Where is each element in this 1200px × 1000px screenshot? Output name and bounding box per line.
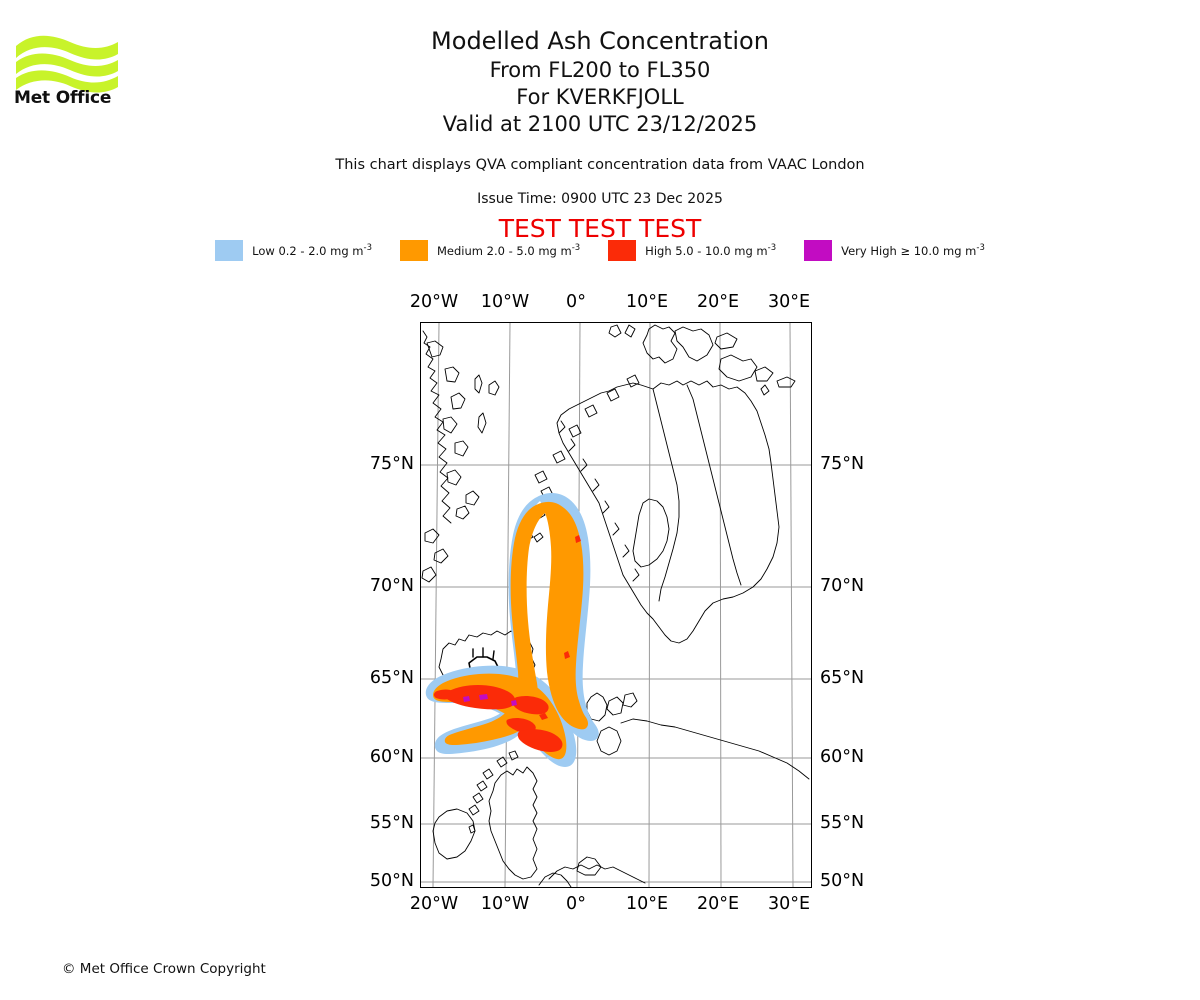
lat-tick-left-4: 55°N — [369, 813, 414, 833]
ash-plume-very-high — [463, 694, 517, 706]
lon-tick-bottom-1: 10°W — [480, 894, 530, 914]
legend-text-high: High 5.0 - 10.0 mg m — [645, 243, 768, 258]
legend-swatch-high — [608, 240, 637, 261]
ash-concentration-map — [420, 322, 812, 888]
ash-plume-high — [433, 535, 581, 752]
qva-note: This chart displays QVA compliant concen… — [335, 157, 865, 173]
lat-tick-right-1: 70°N — [820, 576, 865, 596]
lon-tick-top-5: 30°E — [767, 292, 811, 312]
test-banner: TEST TEST TEST — [498, 214, 702, 243]
lon-tick-top-2: 0° — [566, 292, 586, 312]
lat-tick-left-2: 65°N — [369, 668, 414, 688]
lon-tick-bottom-2: 0° — [566, 894, 586, 914]
legend-swatch-very-high — [804, 240, 833, 261]
lat-tick-left-0: 75°N — [369, 454, 414, 474]
legend-text-very-high: Very High ≥ 10.0 mg m — [841, 243, 977, 258]
legend-item-low: Low 0.2 - 2.0 mg m-3 — [215, 240, 372, 261]
lon-tick-bottom-4: 20°E — [696, 894, 740, 914]
met-office-logo — [14, 28, 124, 113]
legend-label-medium: Medium 2.0 - 5.0 mg m-3 — [437, 243, 580, 258]
lon-tick-bottom-0: 20°W — [409, 894, 459, 914]
lon-tick-top-3: 10°E — [625, 292, 669, 312]
met-office-waves-icon — [16, 35, 118, 93]
lat-tick-right-2: 65°N — [820, 668, 865, 688]
legend-label-high: High 5.0 - 10.0 mg m-3 — [645, 243, 776, 258]
concentration-legend: Low 0.2 - 2.0 mg m-3 Medium 2.0 - 5.0 mg… — [0, 240, 1200, 261]
lat-tick-left-3: 60°N — [369, 747, 414, 767]
lon-tick-top-4: 20°E — [696, 292, 740, 312]
legend-label-very-high: Very High ≥ 10.0 mg m-3 — [841, 243, 985, 258]
flight-levels: From FL200 to FL350 — [489, 58, 711, 82]
lat-tick-right-3: 60°N — [820, 747, 865, 767]
legend-sup-low: -3 — [363, 243, 372, 254]
legend-text-medium: Medium 2.0 - 5.0 mg m — [436, 243, 572, 258]
legend-text-low: Low 0.2 - 2.0 mg m — [252, 243, 364, 258]
lat-tick-right-0: 75°N — [820, 454, 865, 474]
legend-swatch-low — [215, 240, 244, 261]
legend-swatch-medium — [399, 240, 428, 261]
lon-tick-top-1: 10°W — [480, 292, 530, 312]
lon-tick-top-0: 20°W — [409, 292, 459, 312]
legend-item-very-high: Very High ≥ 10.0 mg m-3 — [804, 240, 985, 261]
lat-tick-left-5: 50°N — [369, 871, 414, 891]
legend-item-medium: Medium 2.0 - 5.0 mg m-3 — [399, 240, 580, 261]
coastlines — [421, 324, 810, 887]
map-canvas — [421, 323, 811, 887]
issue-time: Issue Time: 0900 UTC 23 Dec 2025 — [477, 191, 723, 207]
legend-sup-very-high: -3 — [976, 243, 985, 254]
lat-tick-right-4: 55°N — [820, 813, 865, 833]
logo-wordmark: Met Office — [14, 88, 112, 108]
valid-time: Valid at 2100 UTC 23/12/2025 — [442, 112, 758, 136]
lat-tick-right-5: 50°N — [820, 871, 865, 891]
legend-sup-high: -3 — [767, 243, 777, 254]
lon-tick-bottom-3: 10°E — [625, 894, 669, 914]
copyright-notice: © Met Office Crown Copyright — [62, 961, 266, 977]
map-frame — [420, 322, 812, 888]
page-title: Modelled Ash Concentration — [431, 27, 769, 55]
title-block: Modelled Ash Concentration From FL200 to… — [0, 26, 1200, 138]
legend-item-high: High 5.0 - 10.0 mg m-3 — [608, 240, 776, 261]
volcano-name: For KVERKFJOLL — [516, 85, 684, 109]
lat-tick-left-1: 70°N — [369, 576, 414, 596]
legend-sup-medium: -3 — [571, 243, 581, 254]
lon-tick-bottom-5: 30°E — [767, 894, 811, 914]
legend-label-low: Low 0.2 - 2.0 mg m-3 — [252, 243, 372, 258]
